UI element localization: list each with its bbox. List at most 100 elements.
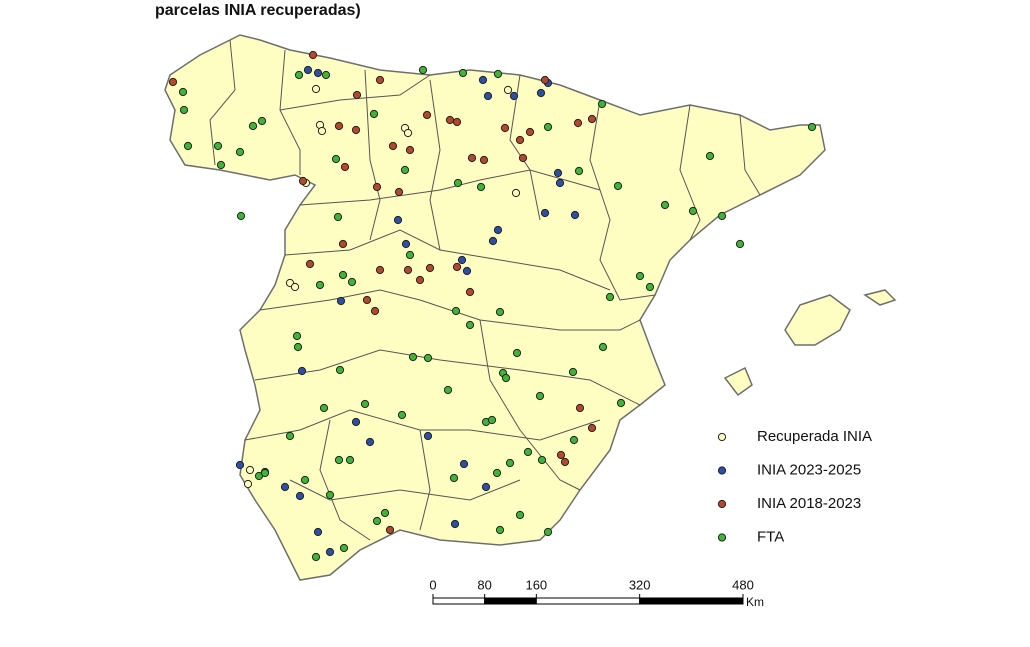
site-dot: [235, 147, 245, 157]
legend-label: FTA: [757, 528, 784, 545]
site-dot: [495, 307, 505, 317]
site-dot: [297, 366, 307, 376]
site-dot: [280, 482, 290, 492]
site-dot: [467, 153, 477, 163]
site-dot: [338, 270, 348, 280]
site-dot: [408, 352, 418, 362]
site-dot: [493, 225, 503, 235]
site-dot: [495, 525, 505, 535]
site-dot: [488, 236, 498, 246]
site-dot: [334, 455, 344, 465]
site-dot: [535, 391, 545, 401]
site-dot: [688, 206, 698, 216]
scale-label: 160: [525, 577, 547, 592]
site-dot: [512, 348, 522, 358]
site-dot: [537, 455, 547, 465]
site-dot: [525, 127, 535, 137]
site-dot: [317, 126, 327, 136]
scale-label: 480: [732, 577, 754, 592]
site-dot: [509, 91, 519, 101]
site-dot: [295, 491, 305, 501]
menorca: [863, 289, 897, 306]
site-dot: [360, 399, 370, 409]
site-dot: [573, 118, 583, 128]
site-dot: [183, 141, 193, 151]
site-dot: [298, 176, 308, 186]
site-dot: [385, 525, 395, 535]
scale-label: 320: [629, 577, 651, 592]
site-dot: [543, 527, 553, 537]
site-dot: [705, 151, 715, 161]
province-borders: [209, 39, 761, 541]
site-dot: [285, 431, 295, 441]
site-dot: [445, 115, 455, 125]
site-dot: [415, 275, 425, 285]
site-dot: [425, 263, 435, 273]
site-dot: [401, 239, 411, 249]
site-dot: [570, 210, 580, 220]
site-dot: [613, 181, 623, 191]
scale-unit: Km: [746, 595, 764, 609]
site-dot: [311, 84, 321, 94]
scale-segment: [484, 597, 537, 605]
site-dot: [369, 109, 379, 119]
border: [289, 479, 521, 501]
site-dot: [405, 145, 415, 155]
site-dot: [660, 200, 670, 210]
site-dot: [347, 277, 357, 287]
border: [679, 104, 701, 241]
site-dot: [553, 168, 563, 178]
site-dot: [339, 543, 349, 553]
site-dot: [334, 121, 344, 131]
legend-label: Recuperada INIA: [757, 428, 872, 445]
site-dot: [365, 437, 375, 447]
site-dot: [325, 547, 335, 557]
site-dot: [321, 70, 331, 80]
site-dot: [515, 510, 525, 520]
border: [589, 99, 656, 301]
site-dot: [345, 455, 355, 465]
site-dot: [523, 447, 533, 457]
site-dot: [216, 160, 226, 170]
scale-label: 0: [429, 577, 436, 592]
site-dot: [492, 468, 502, 478]
site-dot: [178, 87, 188, 97]
site-dot: [465, 287, 475, 297]
scale-bar: 0 80 160 320 480 Km: [429, 577, 764, 609]
border: [284, 229, 611, 291]
site-dot: [598, 342, 608, 352]
site-dot: [315, 280, 325, 290]
site-dot: [457, 255, 467, 265]
site-dot: [235, 460, 245, 470]
legend-marker: [717, 533, 727, 542]
site-dot: [375, 265, 385, 275]
site-dot: [290, 282, 300, 292]
site-dot: [500, 123, 510, 133]
site-dot: [372, 516, 382, 526]
site-dot: [168, 77, 178, 87]
site-dot: [443, 385, 453, 395]
map-title: parcelas INIA recuperadas): [155, 2, 361, 19]
site-dot: [303, 65, 313, 75]
site-dot: [515, 135, 525, 145]
site-dot: [243, 479, 253, 489]
site-dot: [418, 65, 428, 75]
site-dot: [300, 475, 310, 485]
legend: Recuperada INIA INIA 2023-2025 INIA 2018-2…: [717, 428, 872, 545]
site-dot: [325, 490, 335, 500]
site-dot: [400, 165, 410, 175]
site-dot: [294, 70, 304, 80]
mallorca: [784, 294, 851, 346]
scale-segment: [432, 597, 486, 605]
site-dot: [405, 250, 415, 260]
site-dot: [292, 331, 302, 341]
border: [364, 69, 381, 241]
site-dot: [260, 468, 270, 478]
site-dot: [503, 85, 513, 95]
site-dot: [476, 182, 486, 192]
site-dot: [313, 68, 323, 78]
peninsula: [164, 34, 826, 581]
site-dot: [393, 215, 403, 225]
site-dot: [403, 265, 413, 275]
